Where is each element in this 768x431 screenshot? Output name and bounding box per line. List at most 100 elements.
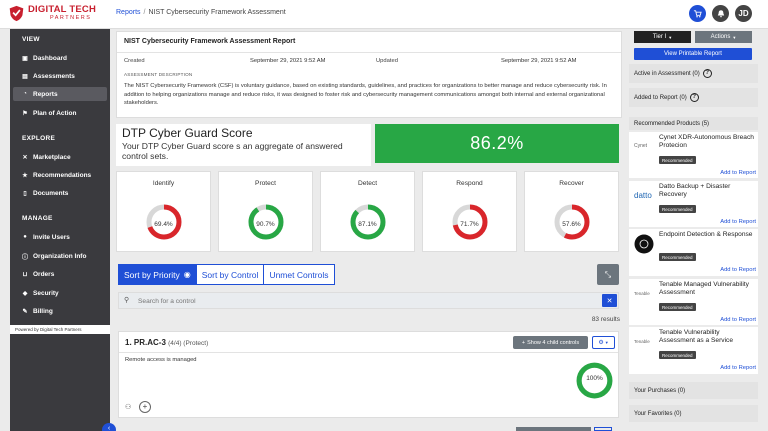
next-card-dropdown[interactable] [594,427,612,431]
tier-label: Tier I [652,34,667,40]
product-name[interactable]: Tenable Managed Vulnerability Assessment [659,281,749,296]
description-heading: ASSESSMENT DESCRIPTION [124,72,193,77]
view-printable-report-button[interactable]: View Printable Report [634,48,752,60]
shield-logo-icon [9,5,24,22]
next-card-button[interactable] [516,427,591,431]
sidebar-item-security[interactable]: ◆ Security [13,286,107,300]
your-purchases-section[interactable]: Your Purchases (0) [629,382,758,399]
breadcrumb-reports-link[interactable]: Reports [116,9,141,16]
sidebar-item-reports[interactable]: ◔ Reports [13,87,107,101]
control-settings-dropdown[interactable]: ⚙ ▼ [592,336,615,349]
created-value: September 29, 2021 9:52 AM [250,58,326,64]
chevron-down-icon: ▼ [668,34,673,40]
control-id: 1. PR.AC-3 [125,338,166,347]
sidebar-item-label: Plan of Action [33,109,77,117]
edr-logo-icon [634,234,654,254]
added-to-report-section[interactable]: Added to Report (0)? [629,88,758,107]
product-card: Tenable Tenable Managed Vulnerability As… [629,279,758,325]
add-to-report-link[interactable]: Add to Report [720,219,756,225]
add-to-report-link[interactable]: Add to Report [720,365,756,371]
powered-by: Powered by Digital Tech Partners [10,325,110,334]
main-content: NIST Cybersecurity Framework Assessment … [116,31,624,431]
chevron-left-icon: ‹ [107,425,111,431]
add-to-report-link[interactable]: Add to Report [720,267,756,273]
marketplace-icon: ✕ [22,154,28,161]
dashboard-icon: ▣ [22,55,28,62]
search-input[interactable] [138,294,598,308]
collapse-toggle-button[interactable]: ⤡ [597,264,619,285]
section-label: Active in Assessment (0) [634,70,700,77]
users-icon: ● [23,234,27,240]
sidebar-item-orders[interactable]: ⊔ Orders [13,267,107,281]
control-search: ⚲ ✕ [118,292,619,309]
metric-label: Respond [456,180,483,187]
sidebar-collapse-button[interactable]: ‹ [102,423,116,431]
product-name[interactable]: Datto Backup + Disaster Recovery [659,183,731,198]
control-description: Remote access is managed [125,357,197,363]
metric-value: 87.1% [358,221,377,228]
add-to-report-link[interactable]: Add to Report [720,170,756,176]
tab-sort-by-priority[interactable]: Sort by Priority ◉ [118,264,197,285]
document-icon: ▯ [23,190,27,197]
metric-value: 71.7% [460,221,479,228]
product-card: Endpoint Detection & Response Recommende… [629,229,758,276]
description-text: The NIST Cybersecurity Framework (CSF) i… [124,83,607,107]
clear-search-button[interactable]: ✕ [602,294,617,307]
sidebar-item-billing[interactable]: ✎ Billing [13,304,107,318]
cynet-logo: Cynet [634,143,648,149]
product-name[interactable]: Cynet XDR-Autonomous Breach Protecion [659,134,754,149]
show-child-controls-button[interactable]: + Show 4 child controls [513,336,588,349]
product-name[interactable]: Tenable Vulnerability Assessment as a Se… [659,329,734,344]
report-card: NIST Cybersecurity Framework Assessment … [116,31,622,118]
active-in-assessment-section[interactable]: Active in Assessment (0)? [629,64,758,83]
add-to-report-link[interactable]: Add to Report [720,317,756,323]
sidebar-item-documents[interactable]: ▯ Documents [13,186,107,200]
actions-dropdown[interactable]: Actions ▼ [695,31,752,43]
actions-label: Actions [710,34,731,40]
identify-gauge [146,204,182,240]
flag-icon: ⚑ [22,110,28,117]
report-title: NIST Cybersecurity Framework Assessment … [124,38,296,45]
notifications-button[interactable] [712,5,729,22]
product-name[interactable]: Endpoint Detection & Response [659,231,753,238]
section-label: Your Purchases (0) [634,387,686,394]
divider [119,352,618,353]
datto-logo: datto [634,190,652,200]
gauge-fill [146,204,182,240]
section-label: Your Favorites (0) [634,410,682,417]
cart-button[interactable] [689,5,706,22]
cart-icon [693,10,702,18]
your-favorites-section[interactable]: Your Favorites (0) [629,405,758,422]
sidebar-item-recommendations[interactable]: ★ Recommendations [13,168,107,182]
brand-name: DIGITAL TECH [28,4,97,15]
sidebar-item-dashboard[interactable]: ▣ Dashboard [13,51,107,65]
chevron-down-icon: ▼ [732,34,737,40]
tab-sort-by-control[interactable]: Sort by Control [195,264,265,285]
users-icon[interactable]: ⚇ [125,404,132,411]
sidebar-heading-explore: EXPLORE [22,135,56,142]
sidebar-item-label: Reports [33,90,58,98]
help-icon[interactable]: ? [689,93,699,102]
metric-value: 90.7% [256,221,275,228]
divider [117,52,621,53]
sidebar-item-label: Invite Users [33,233,70,241]
tier-dropdown[interactable]: Tier I ▼ [634,31,691,43]
breadcrumb: Reports / NIST Cybersecurity Framework Ass… [116,9,286,16]
metric-label: Protect [255,180,276,187]
control-score: 100% [586,375,603,382]
sidebar-item-plan-of-action[interactable]: ⚑ Plan of Action [13,106,107,120]
sidebar-item-assessments[interactable]: ▤ Assessments [13,69,107,83]
brand-logo[interactable]: DIGITAL TECH PARTNERS [8,4,112,26]
user-avatar[interactable]: JD [735,5,752,22]
sidebar-item-invite-users[interactable]: ● Invite Users [13,230,107,244]
help-icon[interactable]: ? [702,69,712,78]
section-label: Recommended Products (5) [634,120,710,127]
control-title: 1. PR.AC-3 (4/4) (Protect) [125,338,208,347]
sidebar-item-organization-info[interactable]: ⓘ Organization Info [13,249,107,263]
sidebar-item-label: Recommendations [33,171,92,179]
tab-unmet-controls[interactable]: Unmet Controls [263,264,335,285]
sidebar-item-marketplace[interactable]: ✕ Marketplace [13,150,107,164]
metric-card-identify: Identify 69.4% [116,171,211,252]
top-bar: DIGITAL TECH PARTNERS Reports / NIST Cyber… [0,0,768,29]
add-user-button[interactable]: + [139,401,151,413]
